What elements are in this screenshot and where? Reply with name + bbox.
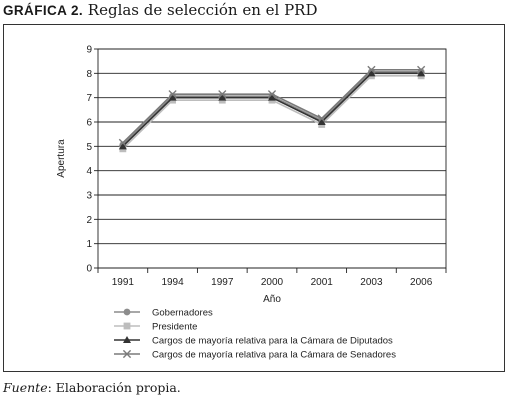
y-tick-label: 7 xyxy=(86,93,92,104)
y-tick-label: 4 xyxy=(86,166,92,177)
y-tick-label: 2 xyxy=(86,215,92,226)
data-point xyxy=(367,65,376,74)
figure-title-party: PRD xyxy=(284,1,318,19)
series-line xyxy=(122,69,422,144)
data-point xyxy=(417,69,426,77)
data-point xyxy=(267,90,277,99)
y-axis-title: Apertura xyxy=(56,139,67,178)
chart-frame: 0 1 2 3 4 5 6 7 8 9 1991 1994 1997 2000 2001 2003 2006 Añ… xyxy=(3,24,505,372)
y-tick-label: 3 xyxy=(86,191,92,202)
y-tick-label: 1 xyxy=(86,239,92,250)
data-point xyxy=(218,93,227,101)
y-tick-label: 0 xyxy=(86,264,92,275)
x-tick-label: 2000 xyxy=(261,277,284,288)
figure-title: GRÁFICA 2. Reglas de selección en el PRD xyxy=(3,1,318,19)
y-tick-label: 6 xyxy=(86,118,92,129)
x-axis-title: Año xyxy=(263,294,281,305)
plot-area-border xyxy=(97,48,447,269)
legend-marker xyxy=(123,322,131,330)
legend-label: Gobernadores xyxy=(152,308,213,319)
legend-marker xyxy=(122,349,132,359)
legend-marker xyxy=(123,308,131,316)
x-tick-label: 2001 xyxy=(311,277,334,288)
figure-title-text: Reglas de selección en el xyxy=(87,1,280,19)
x-tick-label: 1994 xyxy=(161,277,184,288)
source-label: Fuente xyxy=(3,380,48,395)
data-point xyxy=(168,93,177,101)
legend-label: Cargos de mayoría relativa para la Cámar… xyxy=(152,336,393,347)
y-tick-label: 5 xyxy=(86,142,92,153)
legend-label: Presidente xyxy=(152,322,197,333)
line-chart: 0 1 2 3 4 5 6 7 8 9 1991 1994 1997 2000 2001 2003 2006 Añ… xyxy=(56,45,447,361)
figure-number: GRÁFICA 2. xyxy=(3,3,84,18)
data-point xyxy=(218,90,227,99)
data-point xyxy=(317,118,326,125)
x-tick-label: 2006 xyxy=(410,277,433,288)
y-tick-label: 8 xyxy=(86,69,92,80)
x-tick-label: 1997 xyxy=(211,277,234,288)
figure-source: Fuente: Elaboración propia. xyxy=(3,380,181,395)
data-point xyxy=(118,142,127,150)
series-line xyxy=(122,75,422,150)
x-tick-label: 1991 xyxy=(112,277,135,288)
data-point xyxy=(317,114,326,123)
series-line xyxy=(122,71,422,146)
data-point xyxy=(168,90,177,99)
data-point xyxy=(367,69,376,77)
data-point xyxy=(118,138,127,147)
data-point xyxy=(268,93,276,101)
source-text: : Elaboración propia. xyxy=(47,380,181,395)
data-point xyxy=(417,65,426,74)
series-line xyxy=(122,72,422,147)
legend-marker xyxy=(123,336,131,343)
legend-label: Cargos de mayoría relativa para la Cámar… xyxy=(152,350,396,361)
y-tick-label: 9 xyxy=(86,45,92,56)
x-tick-label: 2003 xyxy=(360,277,383,288)
